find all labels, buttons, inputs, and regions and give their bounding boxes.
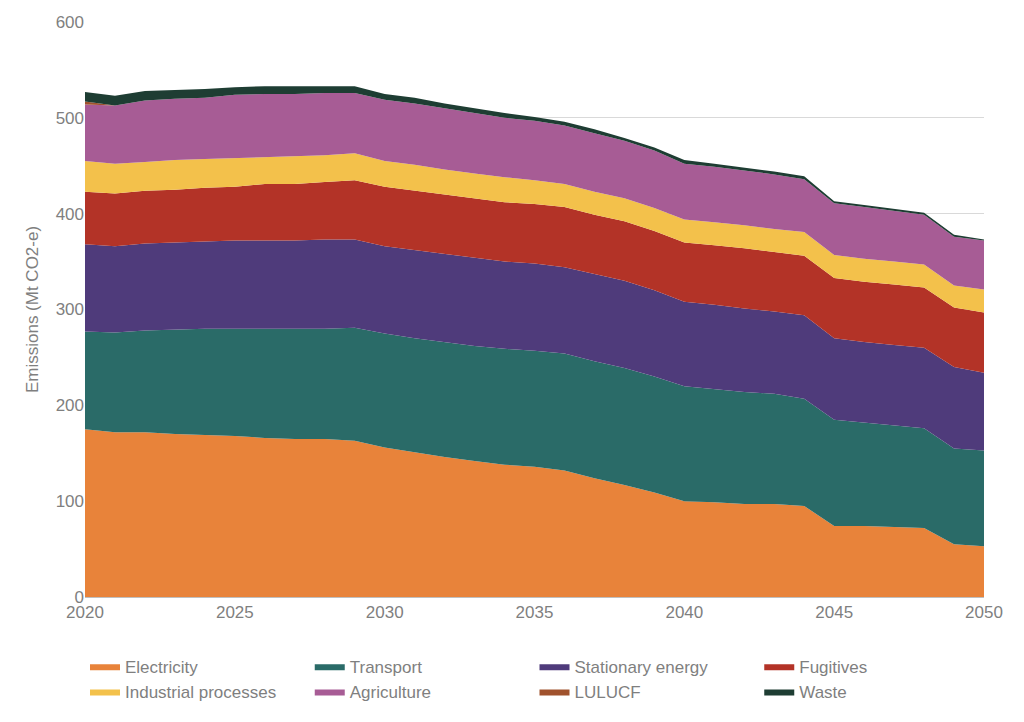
svg-text:Fugitives: Fugitives — [799, 658, 867, 677]
svg-text:Transport: Transport — [350, 658, 422, 677]
svg-text:0: 0 — [75, 588, 84, 607]
svg-text:Waste: Waste — [799, 683, 847, 702]
svg-text:2030: 2030 — [366, 603, 404, 622]
svg-text:2035: 2035 — [516, 603, 554, 622]
svg-text:2045: 2045 — [815, 603, 853, 622]
svg-text:100: 100 — [56, 492, 84, 511]
svg-text:200: 200 — [56, 396, 84, 415]
svg-text:2040: 2040 — [665, 603, 703, 622]
svg-text:2025: 2025 — [216, 603, 254, 622]
svg-text:Emissions (Mt CO2-e): Emissions (Mt CO2-e) — [23, 226, 42, 393]
svg-text:Stationary energy: Stationary energy — [575, 658, 709, 677]
svg-text:600: 600 — [56, 13, 84, 32]
svg-text:Agriculture: Agriculture — [350, 683, 431, 702]
svg-text:300: 300 — [56, 300, 84, 319]
svg-text:Electricity: Electricity — [125, 658, 198, 677]
svg-text:2050: 2050 — [965, 603, 1003, 622]
svg-text:400: 400 — [56, 205, 84, 224]
svg-text:2020: 2020 — [66, 603, 104, 622]
svg-text:Industrial processes: Industrial processes — [125, 683, 276, 702]
svg-text:LULUCF: LULUCF — [575, 683, 641, 702]
svg-text:500: 500 — [56, 109, 84, 128]
